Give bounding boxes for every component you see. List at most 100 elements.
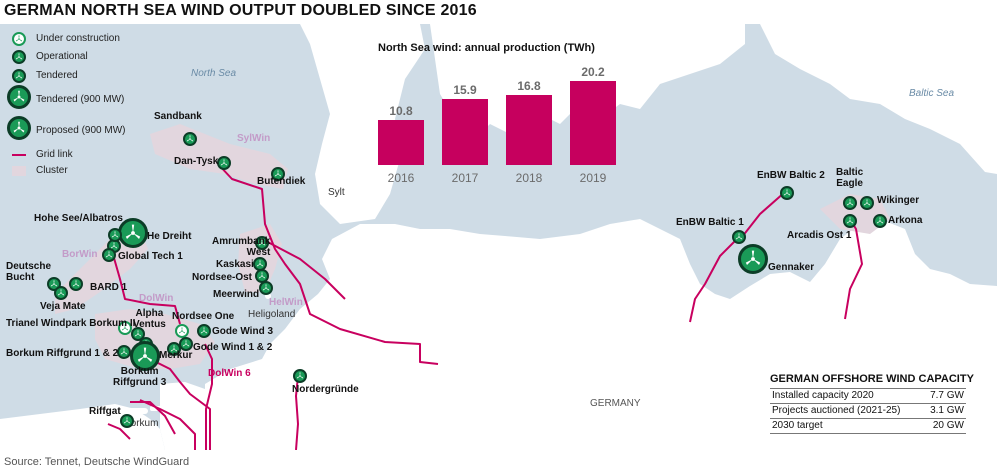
wind-farm-trianel-icon[interactable] (118, 321, 132, 335)
grid-link-swatch (12, 154, 26, 156)
label-alpha-ventus: Alpha Ventus (133, 308, 166, 330)
wind-farm-dan-tysk-icon[interactable] (217, 156, 231, 170)
map: North Sea Baltic Sea Sylt Heligoland Bor… (0, 24, 997, 450)
wind-farm-baltic-eagle-icon[interactable] (843, 196, 857, 210)
borkum-label: Borkum (124, 418, 159, 429)
bar-2017 (442, 99, 488, 165)
wind-farm-hohe-see-2-icon[interactable] (108, 228, 122, 242)
wind-farm-wikinger-icon[interactable] (860, 196, 874, 210)
label-amrumbank: Amrumbank West (212, 236, 271, 258)
wind-farm-amrumbank-icon[interactable] (255, 236, 269, 250)
bar-2019 (570, 81, 616, 165)
label-sandbank: Sandbank (154, 111, 202, 122)
bar-value-label: 20.2 (581, 65, 605, 79)
bar-value-label: 10.8 (389, 104, 413, 118)
wind-farm-gode-wind12-icon[interactable] (179, 337, 193, 351)
label-gode-wind3: Gode Wind 3 (212, 326, 274, 337)
label-riffgat: Riffgat (89, 406, 121, 417)
page-title: GERMAN NORTH SEA WIND OUTPUT DOUBLED SIN… (4, 2, 477, 19)
wind-farm-bard-icon[interactable] (69, 277, 83, 291)
label-hohe-see: Hohe See/Albatros (34, 213, 123, 224)
label-merkur: Merkur (159, 350, 193, 361)
capacity-table: GERMAN OFFSHORE WIND CAPACITY Installed … (770, 373, 974, 434)
wind-farm-nordsee-one-icon[interactable] (175, 324, 189, 338)
wind-farm-arkona-icon[interactable] (873, 214, 887, 228)
wind-farm-gode-wind3-icon[interactable] (197, 324, 211, 338)
cluster-swatch (12, 166, 26, 176)
label-enbw-baltic1: EnBW Baltic 1 (676, 217, 744, 228)
label-he-dreiht: He Dreiht (147, 231, 192, 242)
island-sylt (354, 172, 368, 214)
grid-link-baltic2 (741, 191, 786, 238)
wind-farm-veja-mate-icon[interactable] (54, 286, 68, 300)
label-borkum-riffgrund12: Borkum Riffgrund 1 & 2 (6, 348, 119, 359)
capacity-row: 2030 target 20 GW (770, 418, 966, 434)
capacity-row: Projects auctioned (2021-25) 3.1 GW (770, 403, 966, 416)
wind-farm-borkum-riffgrund3-icon[interactable] (130, 341, 160, 371)
baltic-sea-label: Baltic Sea (909, 88, 955, 99)
wind-farm-sandbank-icon[interactable] (183, 132, 197, 146)
proposed-900-icon (7, 116, 31, 140)
label-trianel: Trianel Windpark Borkum II (6, 318, 136, 329)
land-ems (160, 382, 205, 450)
label-arkona: Arkona (888, 215, 923, 226)
label-wikinger: Wikinger (877, 195, 920, 206)
grid-link-dolwin (139, 353, 211, 450)
cluster-label-borwin: BorWin (62, 249, 98, 260)
label-gennaker: Gennaker (768, 262, 815, 273)
bar-value-label: 15.9 (453, 83, 477, 97)
wind-farm-gennaker-icon[interactable] (738, 244, 768, 274)
wind-farm-arcadis-icon[interactable] (843, 214, 857, 228)
tendered-icon (12, 69, 26, 83)
cluster-label-helwin: HelWin (269, 297, 303, 308)
wind-farm-global-tech-icon[interactable] (102, 248, 116, 262)
grid-link-borwin (109, 243, 181, 325)
capacity-table-title: GERMAN OFFSHORE WIND CAPACITY (770, 373, 974, 385)
wind-farm-enbw-baltic1-icon[interactable] (732, 230, 746, 244)
source-note: Source: Tennet, Deutsche WindGuard (4, 456, 190, 468)
grid-label-dolwin6: DolWin 6 (208, 368, 251, 379)
grid-link-baltic1 (689, 237, 739, 323)
bar-category-label: 2017 (451, 171, 479, 185)
grid-link-dolwin6 (204, 343, 213, 450)
wind-farm-merkur-icon[interactable] (167, 342, 181, 356)
label-nordsee-ost: Nordsee-Ost (192, 272, 253, 283)
label-bard: BARD 1 (90, 282, 128, 293)
label-borkum-riffgrund3: Borkum Riffgrund 3 (113, 366, 167, 388)
label-dan-tysk: Dan-Tysk (174, 156, 219, 167)
label-kaskasi: Kaskasi (216, 259, 254, 270)
germany-label: GERMANY (590, 398, 641, 409)
label-meerwind: Meerwind (213, 289, 260, 300)
label-deutsche-bucht: Deutsche Bucht (6, 261, 52, 283)
wind-farm-meerwind-icon[interactable] (259, 281, 273, 295)
wind-farm-nordergrunde-icon[interactable] (293, 369, 307, 383)
land-sweden (760, 24, 997, 174)
land-rugen (845, 229, 890, 274)
label-butendiek: Butendiek (257, 176, 306, 187)
cluster-label-sylwin: SylWin (237, 133, 271, 144)
label-arcadis: Arcadis Ost 1 (787, 230, 852, 241)
north-sea-label: North Sea (191, 68, 237, 79)
wind-farm-riffgat-icon[interactable] (120, 414, 134, 428)
tendered-900-icon (7, 85, 31, 109)
land-mainland (205, 219, 997, 450)
wind-farm-enbw-baltic2-icon[interactable] (780, 186, 794, 200)
label-baltic-eagle: Baltic Eagle (836, 167, 864, 189)
wind-farm-butendiek-icon[interactable] (271, 167, 285, 181)
land-jutland (300, 24, 425, 224)
bar-2018 (506, 95, 552, 165)
label-nordergrunde: Nordergründe (292, 384, 359, 395)
grid-link-riffgat (107, 423, 131, 440)
under-construction-icon (12, 32, 26, 46)
bar-2016 (378, 120, 424, 165)
wind-farm-borkum-riffgrund12-icon[interactable] (117, 345, 131, 359)
chart-title: North Sea wind: annual production (TWh) (378, 42, 595, 54)
label-global-tech: Global Tech 1 (118, 251, 183, 262)
bar-value-label: 16.8 (517, 79, 541, 93)
label-nordsee-one: Nordsee One (172, 311, 235, 322)
cluster-label-dolwin: DolWin (139, 293, 174, 304)
operational-icon (12, 50, 26, 64)
grid-link-nordergrunde (295, 375, 299, 450)
label-veja-mate: Veja Mate (40, 301, 86, 312)
cluster-borwin (55, 229, 148, 314)
